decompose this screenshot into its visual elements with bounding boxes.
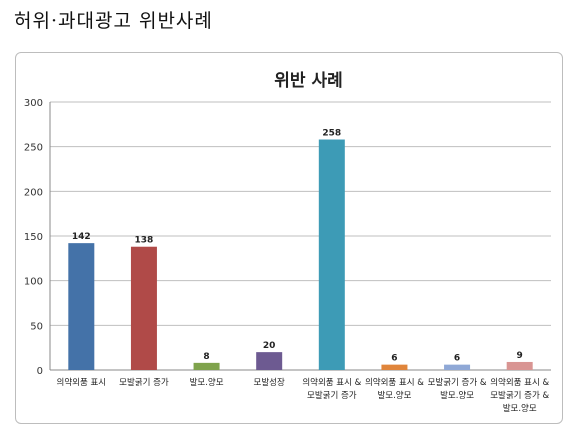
bar xyxy=(381,364,408,370)
data-label: 258 xyxy=(322,129,341,139)
x-tick-label: 모발굵기 증가 & 발모.양모 xyxy=(428,377,487,401)
chart-frame xyxy=(15,52,563,424)
x-tick-label: 의약외품 표시 & 모발굵기 증가 & 발모.양모 xyxy=(490,377,549,414)
data-label: 6 xyxy=(391,354,397,364)
y-tick-label: 250 xyxy=(24,143,43,154)
y-tick-label: 50 xyxy=(30,321,43,332)
bar xyxy=(256,352,283,370)
bar xyxy=(506,361,533,370)
data-label: 6 xyxy=(454,354,460,364)
page-heading: 허위·과대광고 위반사례 xyxy=(14,10,213,32)
bar xyxy=(318,139,345,370)
data-label: 9 xyxy=(517,351,523,361)
data-label: 20 xyxy=(263,341,276,351)
x-tick-label: 모발성장 xyxy=(254,377,285,388)
bar xyxy=(68,243,95,370)
data-label: 8 xyxy=(203,352,209,362)
x-tick-label: 의약외품 표시 xyxy=(57,377,107,388)
bar xyxy=(130,246,157,370)
data-label: 138 xyxy=(135,236,154,246)
chart-title: 위반 사례 xyxy=(274,71,342,91)
x-tick-label: 모발굵기 증가 xyxy=(119,377,169,388)
x-tick-label: 의약외품 표시 & 발모.양모 xyxy=(365,377,424,401)
y-tick-label: 100 xyxy=(24,277,43,288)
y-tick-label: 0 xyxy=(37,366,43,377)
y-tick-label: 200 xyxy=(24,187,43,198)
x-tick-label: 의약외품 표시 & 모발굵기 증가 xyxy=(302,377,361,401)
bar xyxy=(444,364,471,370)
y-tick-label: 150 xyxy=(24,232,43,243)
bar xyxy=(193,362,220,370)
data-label: 142 xyxy=(72,232,91,242)
x-tick-label: 발모.양모 xyxy=(190,377,224,388)
y-tick-label: 300 xyxy=(24,98,43,109)
